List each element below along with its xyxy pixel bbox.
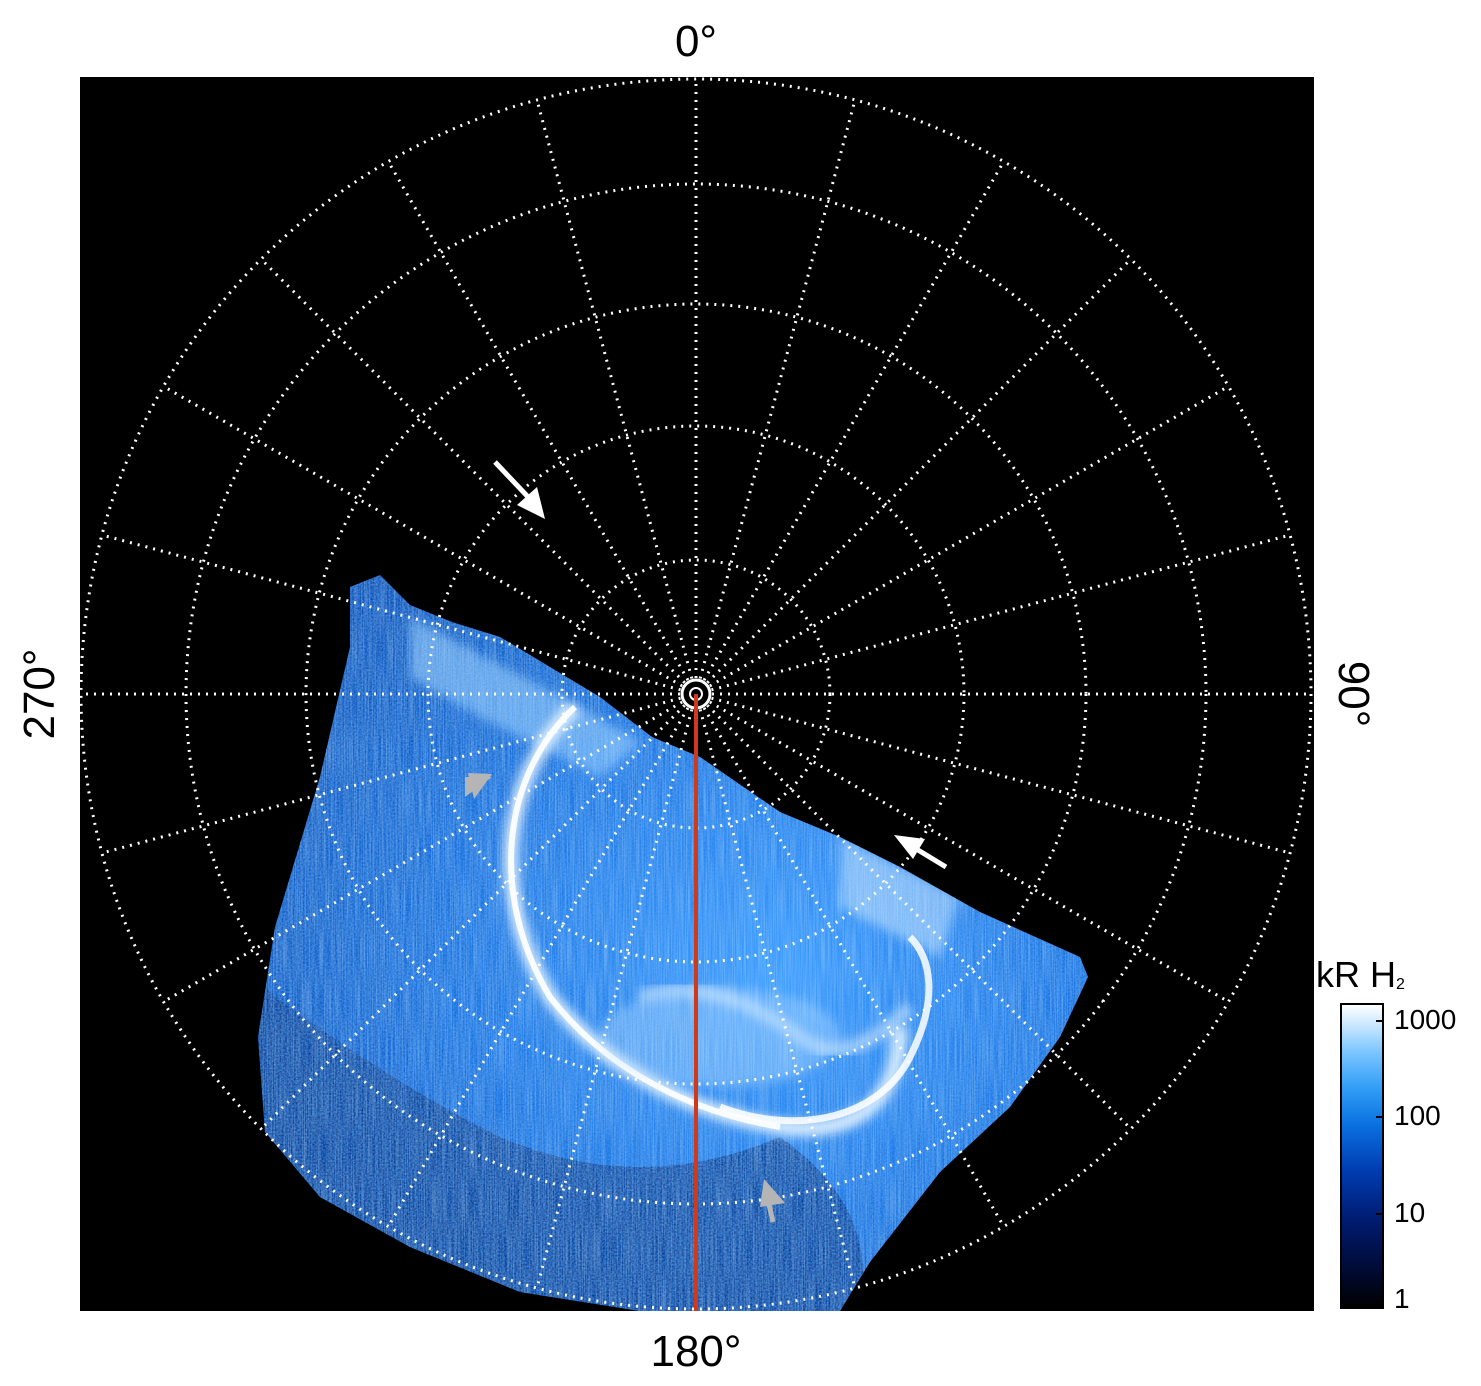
polar-grid [80, 77, 1313, 1311]
aurora-polar-plot [80, 77, 1313, 1311]
colorbar-tickmark [1376, 1300, 1384, 1302]
colorbar-tick-1: 1 [1394, 1283, 1410, 1314]
polar-projection-image [80, 77, 1314, 1311]
aurora-emission-swath [258, 575, 1088, 1311]
colorbar-tick-100: 100 [1394, 1100, 1441, 1131]
colorbar-title-main: kR H [1316, 954, 1396, 995]
gray-arrow-left [465, 773, 492, 799]
colorbar-tickmark [1376, 1020, 1384, 1022]
white-arrow-right [894, 835, 948, 870]
gray-arrow-bottom [760, 1179, 785, 1223]
colorbar [1340, 1003, 1384, 1309]
longitude-label-90: 90° [1329, 660, 1378, 728]
meridian-lines [81, 79, 1311, 1309]
colorbar-tick-10: 10 [1394, 1197, 1426, 1228]
colorbar-tick-1000: 1000 [1394, 1004, 1457, 1035]
longitude-label-0: 0° [674, 17, 718, 66]
white-arrow-upper-left [493, 460, 545, 519]
colorbar-title-subscript: 2 [1396, 976, 1405, 993]
colorbar-title: kR H2 [1316, 954, 1405, 996]
colorbar-tickmark [1376, 1116, 1384, 1118]
longitude-label-270: 270° [15, 648, 64, 740]
longitude-label-180: 180° [650, 1327, 742, 1376]
colorbar-tickmark [1376, 1213, 1384, 1215]
